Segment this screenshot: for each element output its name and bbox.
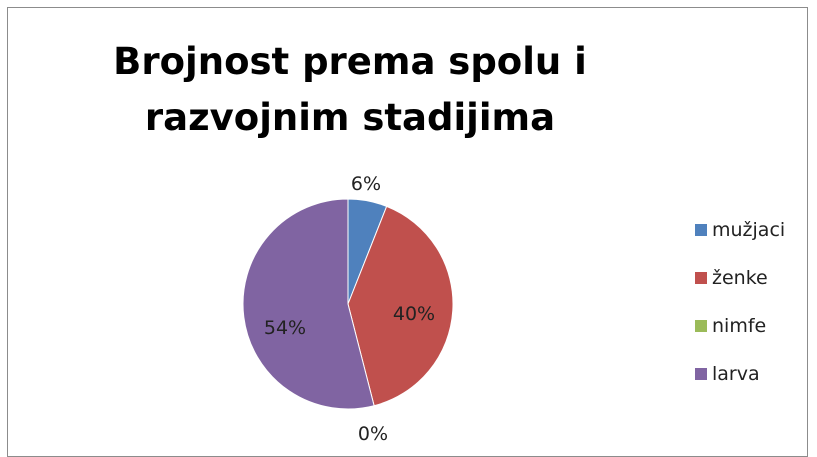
legend: mužjaci ženke nimfe larva bbox=[695, 218, 785, 410]
legend-swatch bbox=[695, 368, 707, 380]
pie-slice-2 bbox=[347, 205, 454, 407]
legend-label: mužjaci bbox=[712, 219, 786, 241]
legend-item-muzjaci: mužjaci bbox=[695, 218, 785, 242]
legend-label: nimfe bbox=[712, 315, 767, 337]
pie-slice-4 bbox=[242, 198, 375, 410]
legend-item-nimfe: nimfe bbox=[695, 314, 785, 338]
data-label-1: 6% bbox=[351, 173, 381, 195]
legend-item-larva: larva bbox=[695, 362, 785, 386]
legend-swatch bbox=[695, 224, 707, 236]
legend-swatch bbox=[695, 272, 707, 284]
legend-label: ženke bbox=[712, 267, 768, 289]
legend-label: larva bbox=[712, 363, 760, 385]
data-label-2: 40% bbox=[393, 303, 435, 325]
legend-swatch bbox=[695, 320, 707, 332]
legend-item-zenke: ženke bbox=[695, 266, 785, 290]
chart-title-line-1: Brojnost prema spolu i bbox=[113, 40, 587, 83]
chart-title-line-2: razvojnim stadijima bbox=[144, 96, 556, 139]
data-label-3: 0% bbox=[358, 423, 388, 445]
data-label-4: 54% bbox=[264, 317, 306, 339]
chart-title: Brojnost prema spolu i razvojnim stadiji… bbox=[0, 34, 700, 146]
